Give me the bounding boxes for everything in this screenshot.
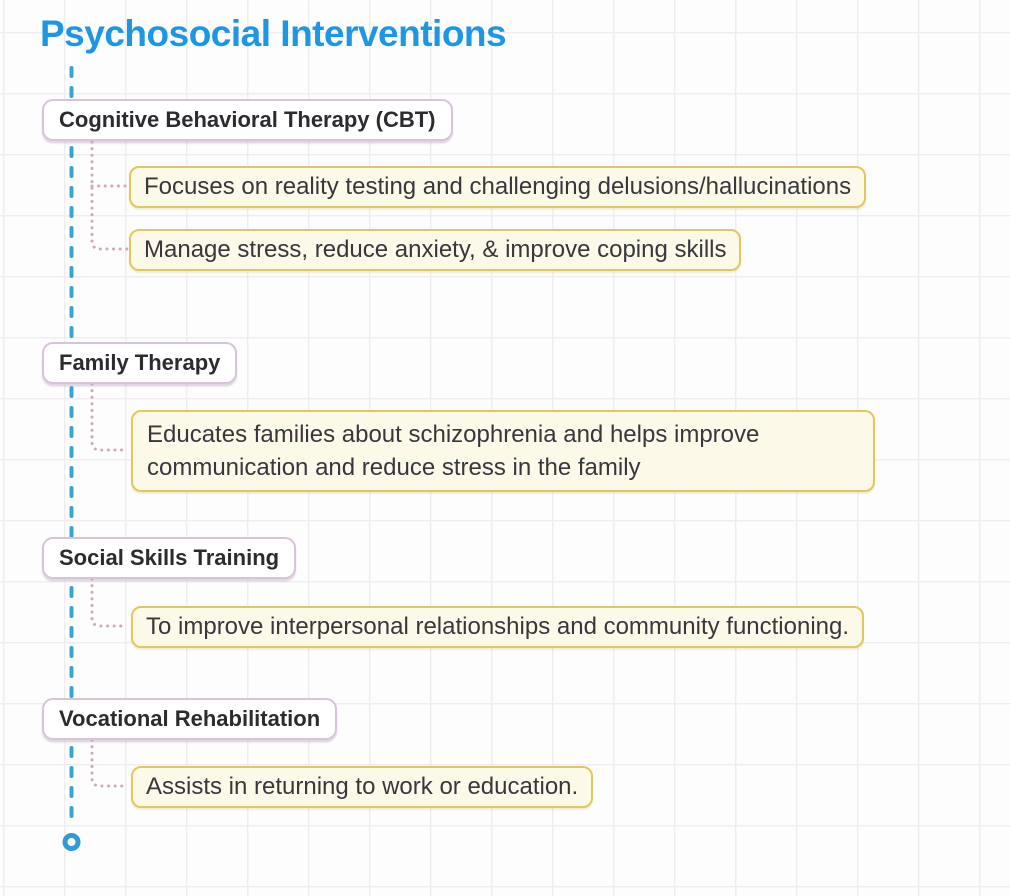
leaf-node-cbt-reality-testing[interactable]: Focuses on reality testing and challengi…: [129, 166, 867, 208]
branch-connector-cbt: [90, 140, 129, 251]
topic-node-social-skills[interactable]: Social Skills Training: [42, 537, 297, 579]
page-title[interactable]: Psychosocial Interventions: [40, 13, 507, 54]
leaf-node-family-educates[interactable]: Educates families about schizophrenia an…: [131, 410, 875, 492]
leaf-node-cbt-manage-stress[interactable]: Manage stress, reduce anxiety, & improve…: [129, 229, 742, 271]
branch-connector-family: [90, 382, 129, 452]
branch-connector-vocational: [90, 738, 129, 788]
leaf-node-vocational-assists[interactable]: Assists in returning to work or educatio…: [131, 766, 594, 808]
topic-node-family-therapy[interactable]: Family Therapy: [42, 342, 238, 384]
topic-node-vocational-rehab[interactable]: Vocational Rehabilitation: [42, 698, 338, 740]
topic-node-cbt[interactable]: Cognitive Behavioral Therapy (CBT): [42, 99, 453, 141]
branch-connector-social: [90, 577, 129, 628]
spine-end-circle: [62, 833, 81, 851]
leaf-node-social-improve[interactable]: To improve interpersonal relationships a…: [131, 606, 865, 648]
